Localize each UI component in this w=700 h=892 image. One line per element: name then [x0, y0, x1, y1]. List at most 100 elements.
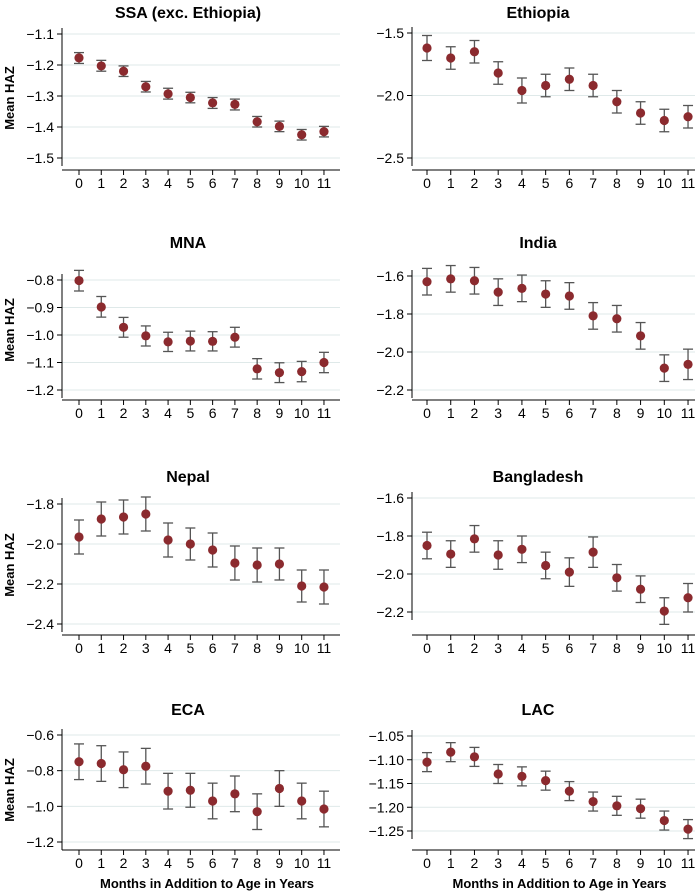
x-axis-label: Months in Addition to Age in Years: [100, 876, 314, 891]
x-tick-label: 9: [637, 405, 645, 421]
data-point: [185, 92, 195, 103]
x-tick-label: 10: [294, 855, 310, 871]
y-axis-label: Mean HAZ: [2, 298, 17, 362]
y-tick-label: −2.2: [26, 576, 54, 592]
y-tick-label: −1.15: [369, 776, 405, 792]
panel-title: SSA (exc. Ethiopia): [115, 5, 261, 22]
x-tick-label: 2: [471, 405, 479, 421]
panel-lac: −1.05 −1.10 −1.15 −1.20 −1.25 0 1 2 3 4 5 6 7 8 9 10 11 L…: [369, 702, 696, 891]
x-tick-label: 3: [142, 640, 150, 656]
x-tick-label: 4: [518, 405, 526, 421]
x-tick-label: 0: [75, 175, 83, 191]
data-point: [163, 786, 173, 796]
data-point: [252, 560, 262, 570]
x-tick-label: 10: [657, 640, 673, 656]
x-tick-label: 10: [294, 175, 310, 191]
data-point: [517, 771, 527, 781]
panel-title: Ethiopia: [506, 5, 569, 22]
data-point: [541, 560, 551, 571]
x-tick-label: 1: [97, 405, 105, 421]
data-point: [469, 752, 480, 762]
panel-mna: −0.8 −0.9 −1.0 −1.1 −1.2 0 1 2 3 4 5 6 7 8 9 10 11 MNA Mea…: [2, 235, 340, 421]
x-tick-label: 7: [231, 640, 239, 656]
x-tick-label: 5: [186, 640, 194, 656]
data-point: [74, 53, 84, 63]
data-point: [446, 53, 456, 63]
data-point: [469, 534, 480, 544]
x-tick-label: 4: [518, 175, 526, 191]
y-tick-label: −1.0: [26, 327, 54, 343]
y-tick-label: −0.6: [26, 727, 54, 743]
x-tick-label: 3: [494, 855, 502, 871]
data-point: [493, 68, 503, 78]
data-point: [517, 283, 527, 293]
data-point: [422, 757, 432, 767]
y-tick-label: −2.0: [26, 536, 54, 552]
x-tick-label: 7: [589, 405, 597, 421]
data-point: [659, 815, 669, 826]
data-point: [612, 573, 622, 583]
x-tick-label: 4: [518, 640, 526, 656]
x-tick-label: 3: [494, 405, 502, 421]
data-point: [141, 509, 151, 519]
data-point: [96, 61, 106, 71]
data-point: [297, 581, 307, 591]
data-point: [319, 582, 329, 592]
y-tick-label: −1.20: [369, 799, 405, 815]
x-tick-label: 11: [681, 855, 696, 871]
x-tick-label: 2: [120, 175, 128, 191]
data-point: [297, 130, 307, 140]
x-tick-label: 6: [209, 175, 217, 191]
x-tick-label: 1: [97, 175, 105, 191]
x-tick-label: 11: [317, 640, 332, 656]
x-tick-label: 8: [613, 175, 621, 191]
y-tick-label: −1.5: [26, 150, 54, 166]
y-tick-label: −1.4: [26, 119, 54, 135]
data-point: [683, 359, 693, 369]
data-point: [74, 757, 84, 767]
x-tick-label: 6: [209, 405, 217, 421]
x-tick-label: 2: [471, 175, 479, 191]
x-tick-label: 3: [142, 405, 150, 421]
data-point: [469, 276, 480, 286]
data-point: [564, 74, 574, 84]
x-tick-label: 1: [97, 855, 105, 871]
x-tick-label: 0: [75, 855, 83, 871]
y-tick-label: −2.2: [376, 382, 404, 398]
x-tick-label: 9: [276, 175, 284, 191]
y-tick-label: −1.6: [376, 490, 404, 506]
y-tick-label: −1.8: [376, 306, 404, 322]
data-point: [74, 275, 84, 286]
x-tick-label: 6: [565, 175, 573, 191]
y-tick-label: −1.05: [369, 728, 405, 744]
x-tick-label: 8: [253, 175, 261, 191]
x-tick-label: 4: [164, 855, 172, 871]
data-point: [541, 776, 551, 786]
data-point: [588, 796, 598, 807]
x-tick-label: 8: [253, 640, 261, 656]
data-point: [118, 322, 129, 332]
data-point: [185, 539, 195, 549]
y-tick-label: −1.25: [369, 823, 405, 839]
data-point: [683, 824, 693, 834]
data-point: [252, 807, 262, 817]
x-tick-label: 0: [423, 855, 431, 871]
x-tick-label: 0: [423, 640, 431, 656]
x-tick-label: 11: [681, 405, 696, 421]
data-point: [635, 584, 646, 594]
data-point: [185, 336, 195, 346]
data-point: [422, 540, 432, 551]
x-tick-label: 6: [565, 640, 573, 656]
x-tick-label: 11: [317, 175, 332, 191]
y-tick-label: −0.9: [26, 300, 54, 316]
x-tick-label: 2: [120, 855, 128, 871]
data-point: [422, 43, 432, 53]
data-point: [208, 336, 218, 346]
data-point: [274, 121, 285, 131]
y-tick-label: −1.1: [26, 26, 54, 42]
data-point: [659, 115, 669, 126]
x-tick-label: 5: [542, 175, 550, 191]
data-point: [230, 332, 240, 342]
data-point: [541, 80, 551, 91]
x-tick-label: 8: [613, 855, 621, 871]
